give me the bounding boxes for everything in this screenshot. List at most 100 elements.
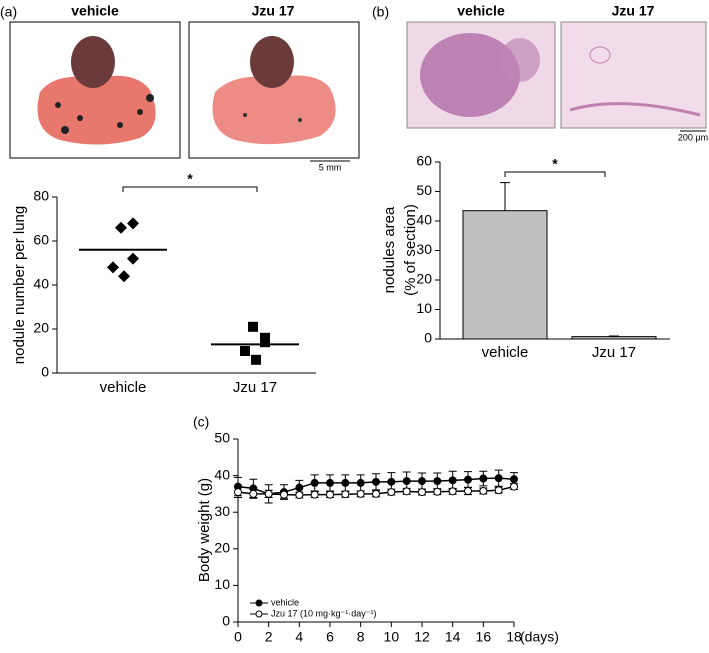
x-axis-label: (days) (520, 629, 559, 645)
bar (571, 336, 657, 340)
scale-bar-label: 200 μm (678, 132, 708, 142)
data-point (295, 490, 304, 499)
y-tick-label: 0 (41, 364, 49, 380)
panel-label: (a) (0, 4, 17, 20)
photo-title: vehicle (71, 3, 119, 19)
x-tick-label: 2 (265, 629, 273, 645)
data-point (326, 490, 334, 499)
y-axis-label: nodules area (381, 206, 398, 293)
photo-lung-vehicle (9, 21, 181, 159)
data-point (249, 489, 258, 498)
data-point (280, 490, 288, 499)
data-point (510, 475, 518, 484)
data-point (387, 477, 396, 486)
photo-title: vehicle (457, 3, 505, 19)
photo-histology-vehicle (406, 21, 556, 129)
y-axis-label: (% of section) (402, 204, 419, 296)
x-tick-label: 16 (476, 629, 492, 645)
y-tick-label: 40 (416, 212, 432, 228)
photo-title: Jzu 17 (252, 3, 295, 19)
y-tick-label: 10 (214, 576, 230, 592)
data-point (356, 489, 365, 498)
y-tick-label: 50 (214, 430, 230, 446)
data-point (479, 474, 488, 483)
x-tick-label: 10 (384, 629, 400, 645)
data-point (510, 482, 518, 491)
data-point (418, 488, 426, 497)
y-tick-label: 30 (214, 503, 230, 519)
x-tick-label: vehicle (100, 379, 147, 396)
data-point (326, 478, 334, 487)
data-point (433, 477, 442, 486)
data-point (464, 475, 472, 484)
x-tick-label: 4 (295, 629, 303, 645)
data-point (418, 477, 426, 486)
data-point (372, 477, 380, 486)
x-tick-label: 6 (326, 629, 334, 645)
x-tick-label: 8 (357, 629, 365, 645)
legend-label: vehicle (271, 597, 299, 607)
y-tick-label: 60 (416, 153, 432, 169)
data-point (107, 261, 119, 274)
data-point (448, 487, 457, 496)
y-tick-label: 0 (424, 330, 432, 346)
scale-bar-label: 5 mm (319, 162, 342, 172)
data-point (402, 477, 411, 486)
x-tick-label: 18 (506, 629, 522, 645)
data-point (310, 478, 319, 487)
x-tick-label: Jzu 17 (592, 344, 636, 361)
bar (462, 210, 548, 340)
y-tick-label: 60 (33, 232, 49, 248)
photo-lung-jzu17 (188, 21, 360, 159)
y-tick-label: 20 (416, 271, 432, 287)
panel-label: (c) (193, 414, 209, 430)
data-point (251, 354, 261, 365)
significance-label: * (552, 156, 558, 172)
legend-marker (255, 610, 263, 618)
y-axis-label: nodule number per lung (11, 206, 28, 364)
data-point (448, 476, 457, 485)
data-point (387, 488, 396, 497)
significance-bracket (122, 186, 258, 192)
error-bar (500, 182, 510, 211)
legend-marker (255, 599, 263, 607)
x-tick-label: vehicle (482, 344, 529, 361)
data-point (127, 217, 139, 230)
error-bar (609, 335, 619, 337)
data-point (115, 221, 127, 234)
y-tick-label: 0 (222, 613, 230, 629)
data-point (127, 252, 139, 265)
y-tick-label: 80 (33, 188, 49, 204)
y-tick-label: 40 (33, 276, 49, 292)
y-tick-label: 50 (416, 182, 432, 198)
x-tick-label: 0 (234, 629, 242, 645)
data-point (240, 346, 250, 356)
data-point (356, 478, 365, 487)
x-tick-label: Jzu 17 (233, 379, 277, 396)
y-tick-label: 10 (416, 300, 432, 316)
panel-label: (b) (372, 4, 389, 20)
data-point (433, 487, 442, 496)
data-point (341, 490, 350, 499)
data-point (464, 486, 472, 495)
data-point (295, 483, 304, 492)
y-tick-label: 20 (33, 320, 49, 336)
y-tick-label: 20 (214, 540, 230, 556)
data-point (402, 487, 411, 496)
data-point (494, 486, 503, 495)
data-point (310, 490, 319, 499)
data-point (234, 488, 242, 497)
data-point (341, 478, 350, 487)
data-point (248, 321, 258, 332)
y-axis-label: Body weight (g) (196, 478, 213, 582)
photo-histology-jzu17 (560, 21, 707, 129)
photo-title: Jzu 17 (612, 3, 655, 19)
x-tick-label: 14 (445, 629, 461, 645)
y-tick-label: 40 (214, 466, 230, 482)
data-point (372, 489, 380, 498)
y-tick-label: 30 (416, 241, 432, 257)
data-point (118, 270, 130, 283)
x-tick-label: 12 (414, 629, 430, 645)
significance-bracket (504, 171, 606, 177)
